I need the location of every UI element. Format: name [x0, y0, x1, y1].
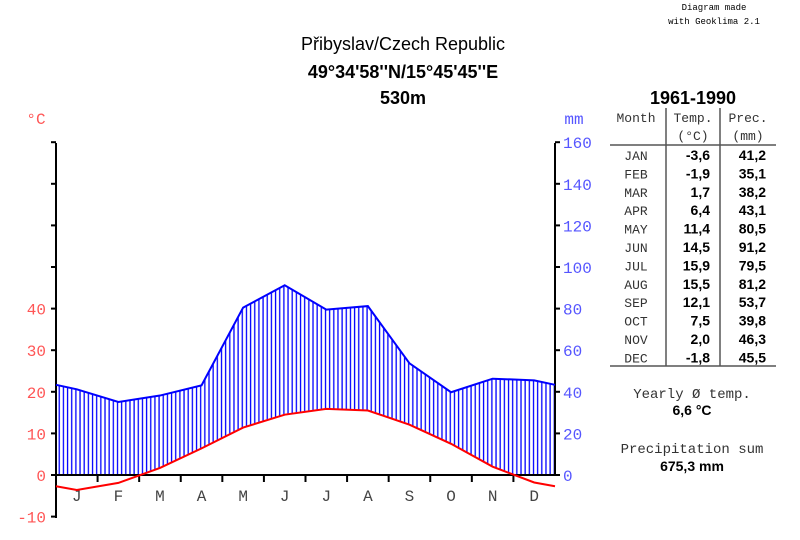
temp-tick-label: 40 — [27, 302, 46, 320]
month-label: D — [529, 488, 539, 506]
precip-tick-label: 80 — [563, 302, 582, 320]
table-month: SEP — [624, 296, 648, 311]
credit-line-2: with Geoklima 2.1 — [668, 17, 760, 27]
month-label: F — [114, 488, 124, 506]
precip-axis-label: mm — [564, 111, 583, 129]
precip-tick-label: 0 — [563, 468, 573, 486]
table-prec: 79,5 — [739, 257, 766, 273]
precip-tick-label: 120 — [563, 218, 592, 236]
humid-period-hatch — [56, 285, 555, 475]
table-header: Month — [616, 111, 655, 126]
month-label: A — [363, 488, 373, 506]
table-month: MAY — [624, 223, 648, 238]
precip-tick-label: 160 — [563, 135, 592, 153]
table-temp: 7,5 — [691, 313, 711, 329]
table-header: Prec. — [728, 111, 767, 126]
precip-tick-label: 40 — [563, 385, 582, 403]
table-prec: 41,2 — [739, 147, 766, 163]
table-prec: 46,3 — [739, 331, 766, 347]
month-label: J — [280, 488, 290, 506]
precip-sum-value: 675,3 mm — [660, 458, 724, 474]
table-prec: 45,5 — [739, 349, 766, 365]
table-temp: 1,7 — [691, 184, 711, 200]
temp-axis-label: °C — [26, 111, 45, 129]
temp-tick-label: 10 — [27, 426, 46, 444]
temp-tick-label: 0 — [36, 468, 46, 486]
table-month: JAN — [624, 149, 647, 164]
precip-tick-label: 140 — [563, 177, 592, 195]
table-prec: 91,2 — [739, 239, 766, 255]
table-month: FEB — [624, 167, 648, 182]
temperature-line — [55, 407, 556, 491]
month-label: J — [321, 488, 331, 506]
table-month: AUG — [624, 278, 647, 293]
table-month: NOV — [624, 333, 648, 348]
temp-tick-label: 20 — [27, 385, 46, 403]
yearly-temp-value: 6,6 °C — [672, 402, 711, 418]
temp-tick-label: 30 — [27, 343, 46, 361]
table-temp: 12,1 — [683, 294, 710, 310]
table-prec: 81,2 — [739, 276, 766, 292]
month-label: N — [488, 488, 498, 506]
month-label: A — [197, 488, 207, 506]
table-prec: 39,8 — [739, 313, 766, 329]
table-temp: -1,8 — [686, 349, 710, 365]
table-month: JUL — [624, 259, 647, 274]
table-header: Temp. — [673, 111, 712, 126]
precip-sum-label: Precipitation sum — [621, 442, 764, 458]
table-prec: 43,1 — [739, 202, 766, 218]
month-label: M — [155, 488, 165, 506]
month-label: M — [238, 488, 248, 506]
yearly-temp-label: Yearly Ø temp. — [633, 387, 751, 403]
month-label: O — [446, 488, 456, 506]
precip-tick-label: 100 — [563, 260, 592, 278]
month-label: J — [72, 488, 82, 506]
precipitation-line — [55, 284, 556, 404]
precip-tick-label: 60 — [563, 343, 582, 361]
credit-line-1: Diagram made — [682, 3, 747, 13]
table-temp: 11,4 — [684, 221, 711, 237]
table-month: JUN — [624, 241, 647, 256]
elevation: 530m — [380, 88, 426, 108]
table-month: DEC — [624, 351, 648, 366]
table-prec: 53,7 — [739, 294, 766, 310]
precip-tick-label: 20 — [563, 426, 582, 444]
table-unit: (mm) — [732, 129, 763, 144]
table-month: OCT — [624, 315, 648, 330]
table-prec: 38,2 — [739, 184, 766, 200]
table-temp: -3,6 — [686, 147, 710, 163]
table-temp: 14,5 — [683, 239, 710, 255]
station-title: Přibyslav/Czech Republic — [301, 34, 505, 54]
table-month: MAR — [624, 186, 648, 201]
month-label: S — [405, 488, 415, 506]
table-temp: 15,9 — [683, 257, 710, 273]
table-temp: 6,4 — [691, 202, 711, 218]
coordinates: 49°34'58''N/15°45'45''E — [308, 62, 498, 82]
table-temp: 2,0 — [691, 331, 711, 347]
table-prec: 35,1 — [739, 165, 766, 181]
table-unit: (°C) — [677, 129, 708, 144]
table-temp: 15,5 — [683, 276, 710, 292]
period-title: 1961-1990 — [650, 88, 736, 108]
temp-tick-label: -10 — [17, 510, 46, 528]
table-month: APR — [624, 204, 648, 219]
table-prec: 80,5 — [739, 221, 766, 237]
table-temp: -1,9 — [686, 165, 710, 181]
